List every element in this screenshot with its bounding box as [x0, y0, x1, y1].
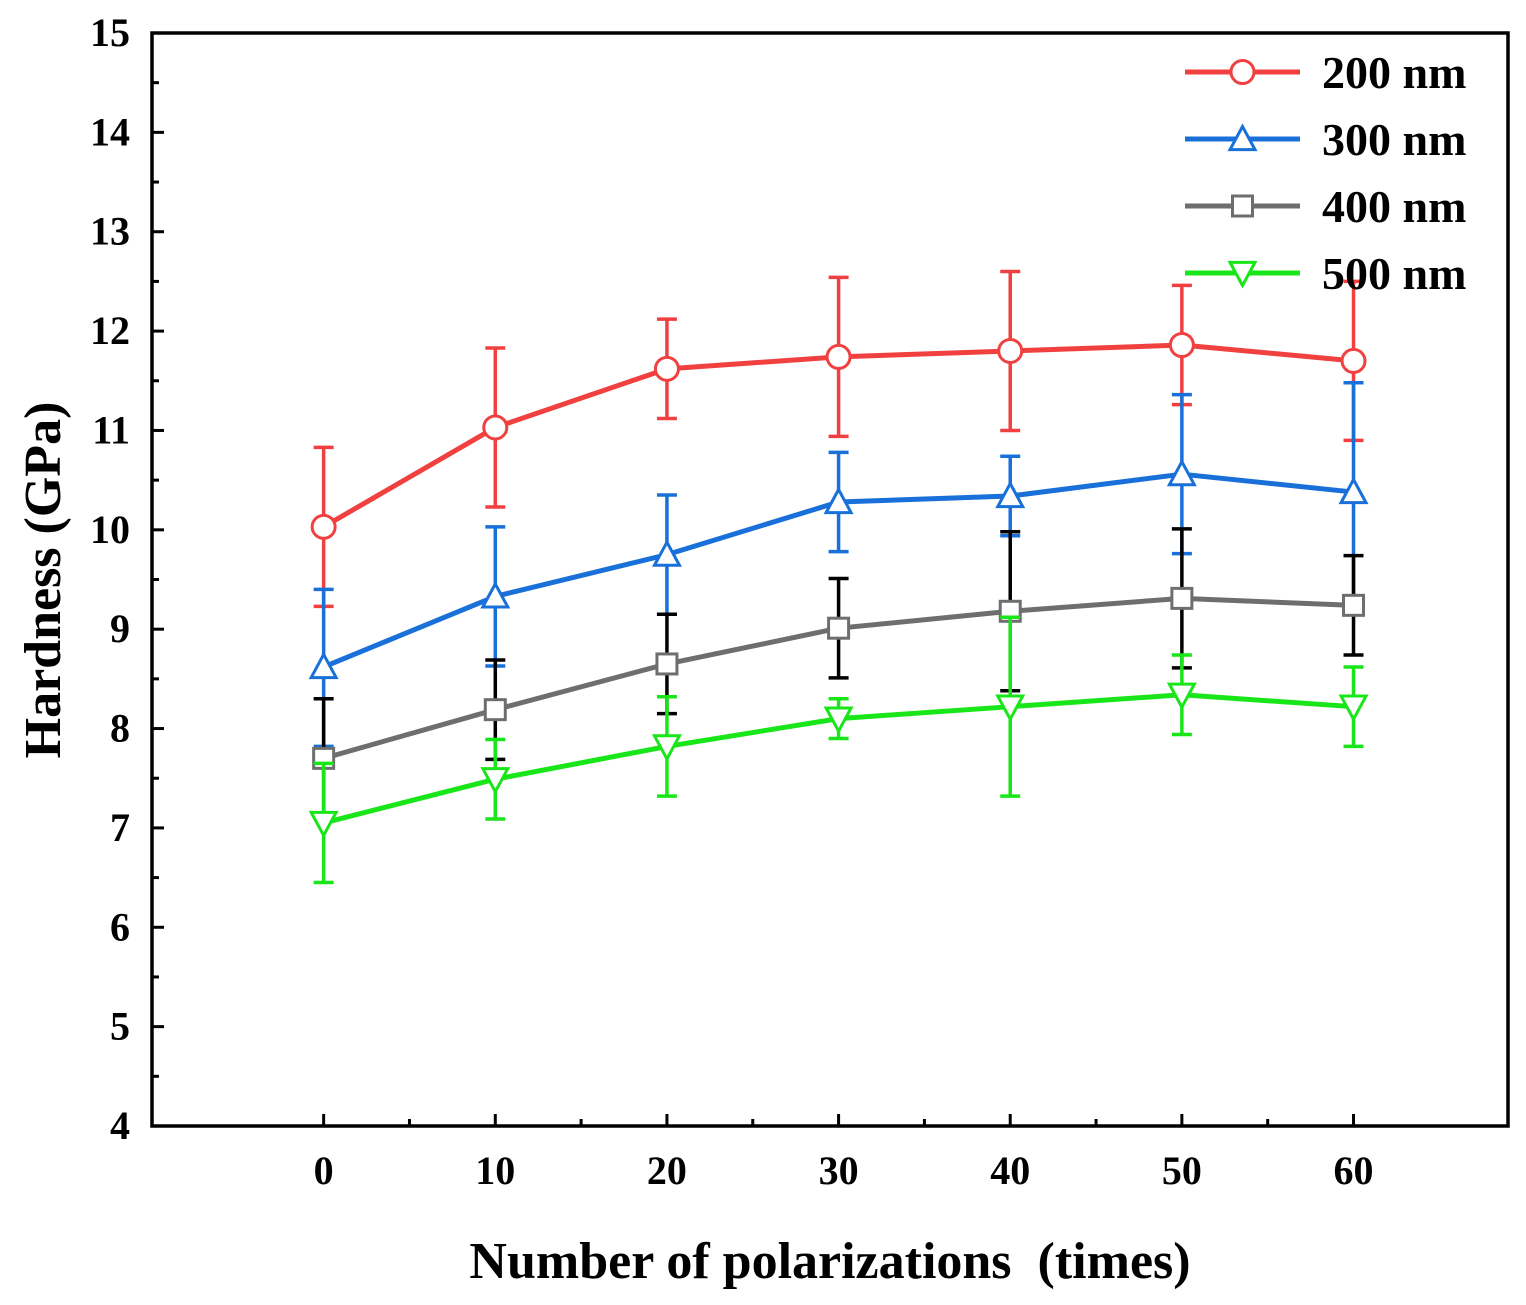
data-point	[651, 734, 682, 763]
y-tick-label: 7	[110, 805, 130, 850]
y-tick-label: 10	[90, 507, 130, 552]
data-point	[827, 616, 851, 640]
x-tick-label: 50	[1162, 1148, 1202, 1193]
legend-item: 500 nm	[1185, 248, 1466, 299]
data-point	[823, 486, 854, 515]
data-point	[1338, 694, 1369, 723]
plot-frame	[150, 31, 1510, 1128]
legend-marker	[1227, 123, 1258, 152]
x-axis-title: Number of polarizations (times)	[469, 1233, 1190, 1290]
y-tick-label: 8	[110, 706, 130, 751]
data-point	[655, 652, 679, 676]
y-tick-label: 9	[110, 606, 130, 651]
data-point	[480, 767, 511, 795]
y-tick-label: 14	[90, 109, 130, 154]
legend-label: 200 nm	[1322, 47, 1466, 98]
y-tick-label: 15	[90, 10, 130, 55]
legend-label: 300 nm	[1322, 114, 1466, 165]
legend-item: 300 nm	[1185, 114, 1466, 165]
y-tick-label: 13	[90, 209, 130, 254]
data-point	[308, 810, 339, 839]
data-point	[1168, 332, 1195, 359]
legend-item: 200 nm	[1185, 47, 1466, 98]
legend-item: 400 nm	[1185, 181, 1466, 232]
y-tick-label: 12	[90, 308, 130, 353]
legend-marker	[1227, 260, 1258, 289]
x-tick-label: 40	[990, 1148, 1030, 1193]
series-500-nm	[308, 615, 1369, 885]
data-point	[1342, 593, 1366, 617]
data-point	[1166, 682, 1197, 711]
data-point	[651, 539, 682, 567]
data-point	[1338, 476, 1369, 505]
series-400-nm	[312, 527, 1366, 820]
data-point	[1170, 586, 1194, 610]
x-tick-label: 60	[1334, 1148, 1374, 1193]
y-axis-title: Hardness (GPa)	[15, 402, 72, 759]
x-tick-label: 0	[314, 1148, 334, 1193]
data-point	[310, 513, 337, 540]
y-tick-label: 5	[110, 1004, 130, 1049]
data-point	[995, 480, 1026, 509]
legend-marker	[1229, 59, 1256, 85]
data-point	[308, 651, 339, 680]
x-tick-label: 20	[647, 1148, 687, 1193]
data-point	[482, 414, 509, 441]
x-tick-label: 10	[475, 1148, 515, 1193]
legend-label: 500 nm	[1322, 248, 1466, 299]
series-200-nm	[310, 269, 1367, 609]
y-tick-label: 4	[110, 1103, 130, 1148]
data-point	[825, 343, 852, 370]
data-point	[483, 698, 507, 722]
legend-label: 400 nm	[1322, 181, 1466, 232]
legend: 200 nm 300 nm 400 nm 500 nm	[1185, 47, 1466, 299]
y-tick-label: 11	[92, 407, 130, 452]
data-point	[653, 355, 680, 382]
data-point	[997, 337, 1024, 364]
data-point	[1166, 458, 1197, 487]
data-point	[823, 706, 854, 735]
data-point	[995, 694, 1026, 723]
data-point	[480, 580, 511, 609]
axis-ticks: 4 5 6 7 8 9 10 11 12 13 14 15 0 10 20 30 40 50 60	[90, 10, 1374, 1193]
y-tick-label: 6	[110, 904, 130, 949]
data-point	[1340, 347, 1367, 374]
series-group	[308, 269, 1369, 885]
x-tick-label: 30	[819, 1148, 859, 1193]
legend-marker	[1231, 194, 1254, 218]
